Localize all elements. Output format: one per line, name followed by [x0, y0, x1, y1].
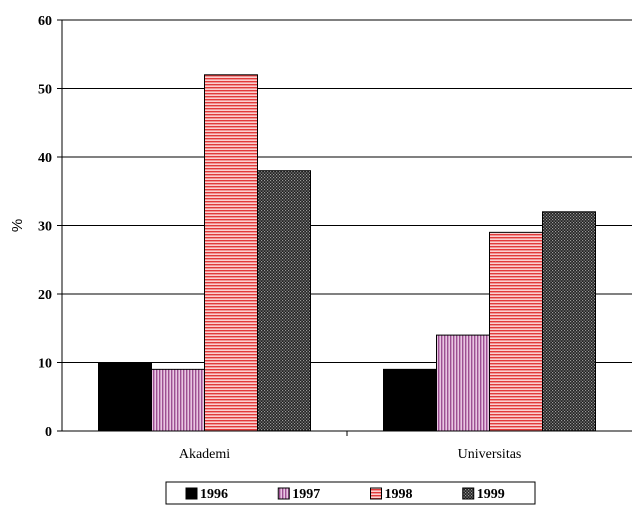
legend-label-1999: 1999 [477, 487, 505, 502]
bar-1998-universitas [489, 231, 543, 432]
y-tick-label: 10 [38, 357, 52, 372]
y-tick-label: 40 [38, 151, 52, 166]
y-tick-label: 20 [38, 288, 52, 303]
legend-swatch-1997 [277, 487, 290, 500]
bar-1998-akademi [204, 74, 258, 432]
bar-1996-universitas [383, 368, 437, 432]
legend-swatch-1996 [185, 487, 198, 500]
category-label: Akademi [179, 447, 230, 462]
legend: 1996 1997 1998 1999 [165, 481, 536, 505]
y-axis-label: % [9, 219, 26, 232]
bar-1997-akademi [151, 368, 205, 432]
legend-swatch-1998 [370, 487, 382, 500]
y-tick-label: 0 [45, 425, 52, 440]
legend-box [165, 481, 536, 505]
y-tick-label: 30 [38, 220, 52, 235]
legend-swatch-1999 [462, 487, 475, 500]
legend-label-1996: 1996 [200, 487, 228, 502]
bar-1997-universitas [436, 334, 490, 432]
bar-1999-universitas [542, 211, 596, 432]
legend-label-1998: 1998 [385, 487, 413, 502]
labels: 0 10 20 30 40 50 60% Akademi Universitas [9, 14, 521, 462]
y-tick-label: 60 [38, 14, 52, 29]
bars [98, 74, 596, 432]
category-label: Universitas [458, 447, 522, 462]
bar-1999-akademi [257, 170, 311, 432]
legend-label-1997: 1997 [292, 487, 320, 502]
bar-1996-akademi [98, 362, 152, 432]
y-tick-label: 50 [38, 83, 52, 98]
